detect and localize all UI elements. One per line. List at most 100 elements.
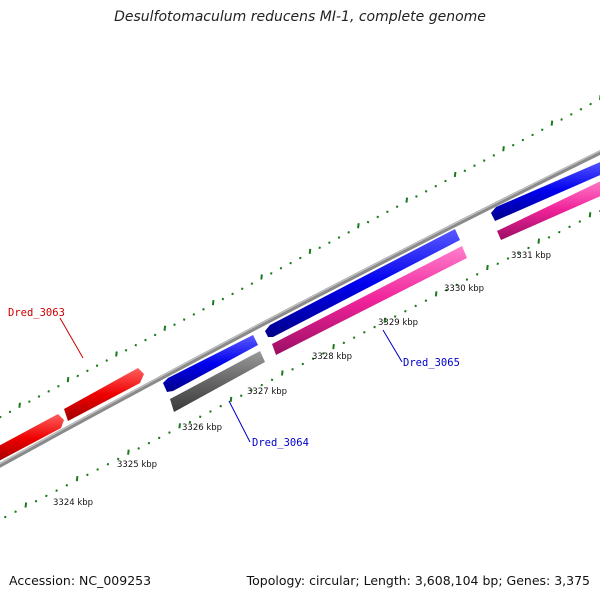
gc-dot: [221, 297, 225, 301]
gc-dot: [95, 364, 99, 367]
gc-dot: [14, 510, 17, 514]
gc-dot: [383, 317, 387, 323]
gc-dot: [516, 251, 520, 255]
gc-dot: [424, 299, 428, 302]
gc-dot: [318, 246, 321, 250]
tick-label: 3329 kbp: [378, 318, 418, 328]
gc-dot: [45, 494, 48, 498]
gc-dot: [568, 225, 571, 229]
gc-dot: [589, 102, 592, 106]
gc-dot: [376, 215, 379, 219]
gc-dot: [0, 415, 2, 419]
gc-dots-lower: [4, 209, 600, 519]
gc-dot: [465, 278, 469, 281]
gc-dot: [105, 359, 109, 362]
gc-dot: [527, 246, 530, 250]
gc-dot: [127, 449, 130, 455]
gc-dot: [395, 205, 399, 208]
gc-dot: [239, 394, 243, 397]
gc-dot: [540, 128, 544, 132]
gc-dot: [250, 389, 253, 392]
gc-dot: [308, 248, 312, 254]
gc-dot: [453, 171, 457, 178]
gc-dot: [496, 262, 499, 266]
gc-dot: [550, 120, 554, 126]
gc-dot: [463, 169, 467, 173]
gc-dot: [279, 266, 283, 270]
gc-dot: [57, 384, 60, 388]
gc-dot: [260, 383, 264, 387]
gc-dot: [492, 154, 496, 157]
dred-3064-leader: [228, 400, 251, 443]
gc-dot: [473, 164, 476, 167]
gc-dot: [455, 283, 458, 287]
gc-dot: [28, 400, 31, 403]
gc-dot: [153, 333, 157, 337]
gc-dot: [415, 195, 418, 198]
gc-dot: [24, 502, 28, 508]
gc-dot: [357, 223, 360, 229]
gc-dot: [301, 362, 305, 366]
gene-label-dred-3063: Dred_3063: [8, 307, 65, 319]
gc-dot: [558, 230, 561, 234]
gc-dot: [506, 257, 510, 260]
gene-dred-3063-feature[interactable]: [0, 368, 144, 463]
gc-dot: [178, 423, 181, 429]
accession-text: Accession: NC_009253: [9, 573, 152, 588]
gc-dot: [588, 212, 592, 218]
gc-dot: [147, 441, 151, 445]
gc-dot: [18, 402, 21, 408]
gc-dot: [502, 146, 505, 152]
gc-dot: [366, 220, 370, 224]
gc-dot: [486, 264, 489, 271]
gc-dot: [291, 367, 294, 371]
gc-dot: [337, 236, 341, 239]
gene-dred-3064-feature[interactable]: [163, 335, 258, 392]
gc-dot: [537, 238, 541, 244]
tick-label: 3325 kbp: [117, 460, 157, 470]
gene-label-dred-3064: Dred_3064: [252, 437, 309, 449]
gc-dot: [65, 484, 69, 487]
gc-dot: [260, 274, 263, 280]
gc-dots-upper: [0, 94, 600, 419]
gc-dot: [202, 308, 205, 311]
gc-dot: [280, 370, 284, 376]
gc-dot: [482, 159, 486, 162]
gc-dot: [444, 179, 447, 183]
gc-dot: [75, 475, 79, 482]
gc-dot: [66, 376, 70, 383]
gc-dot: [570, 113, 573, 116]
gene-dred-3065-feature[interactable]: [265, 160, 600, 337]
gc-dot: [328, 241, 331, 244]
gc-dot: [352, 336, 356, 339]
gc-dot: [34, 499, 38, 503]
gc-dot: [134, 343, 138, 347]
gc-dot: [96, 468, 99, 471]
gc-dot: [434, 291, 438, 297]
gc-dot: [192, 313, 196, 316]
gc-dot: [115, 351, 118, 357]
gene-gray-feature[interactable]: [170, 351, 265, 412]
gc-dot: [124, 349, 128, 352]
gc-dot: [116, 457, 120, 461]
gc-dot: [560, 118, 563, 121]
gc-dot: [299, 256, 302, 260]
gc-dot: [55, 489, 58, 492]
gene-pink-feature[interactable]: [272, 179, 600, 355]
gc-dot: [47, 390, 50, 393]
tick-label: 3331 kbp: [511, 251, 551, 261]
gc-dot: [4, 515, 7, 519]
tick-labels: 3324 kbp 3325 kbp 3326 kbp 3327 kbp 3328 kbp…: [53, 251, 551, 508]
gc-dot: [250, 282, 254, 285]
dred-3065-leader: [382, 329, 403, 363]
gc-dot: [37, 395, 41, 398]
gc-dot: [229, 396, 233, 403]
gc-dot: [434, 184, 438, 188]
gc-dot: [342, 341, 346, 345]
gc-dot: [157, 436, 161, 440]
gc-dot: [219, 404, 222, 408]
topology-summary: Topology: circular; Length: 3,608,104 bp…: [246, 573, 590, 588]
tick-label: 3330 kbp: [444, 284, 484, 294]
gc-dot: [209, 410, 212, 413]
gc-dot: [182, 318, 186, 321]
